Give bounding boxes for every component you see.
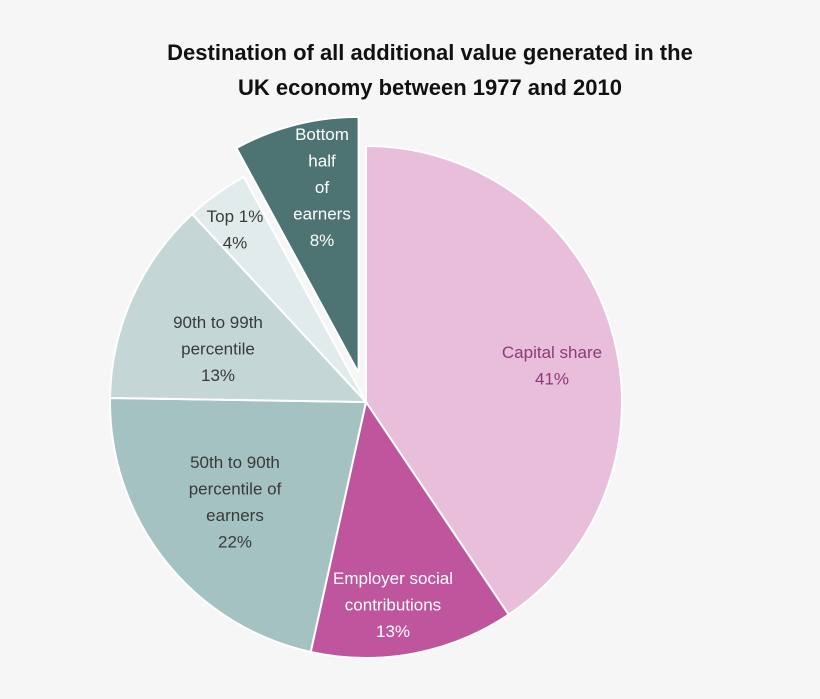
label-line: 8% (310, 231, 335, 250)
label-line: 41% (535, 370, 569, 389)
label-line: earners (206, 506, 264, 525)
label-top-1-percent: Top 1% 4% (207, 207, 264, 253)
label-line: Top 1% (207, 207, 264, 226)
label-line: 4% (223, 234, 248, 253)
label-line: 22% (218, 533, 252, 552)
slice-50th-to-90th-percentile (109, 397, 368, 654)
slice-employer-social-contributions (309, 399, 511, 659)
label-line: 90th to 99th (173, 313, 263, 332)
label-line: percentile of (189, 480, 282, 499)
label-line: Bottom (295, 125, 349, 144)
chart-title-line-2: UK economy between 1977 and 2010 (238, 75, 622, 100)
label-line: 13% (376, 622, 410, 641)
label-capital-share: Capital share 41% (502, 343, 602, 389)
label-line: 13% (201, 366, 235, 385)
label-employer-social-contributions: Employer social contributions 13% (333, 569, 453, 641)
label-line: Employer social (333, 569, 453, 588)
slice-capital-share (365, 144, 623, 616)
label-line: Capital share (502, 343, 602, 362)
slice-90th-to-99th-percentile (109, 212, 369, 404)
label-line: earners (293, 205, 351, 224)
label-50th-to-90th-percentile: 50th to 90th percentile of earners 22% (189, 453, 282, 552)
slice-bottom-half-of-earners (235, 115, 360, 374)
chart-title-line-1: Destination of all additional value gene… (167, 40, 693, 65)
slice-top-1-percent (190, 175, 367, 403)
label-bottom-half-of-earners: Bottom half of earners 8% (293, 125, 351, 250)
label-line: half (308, 152, 336, 171)
label-line: percentile (181, 340, 255, 359)
label-line: of (315, 178, 329, 197)
label-90th-to-99th-percentile: 90th to 99th percentile 13% (173, 313, 263, 385)
label-line: contributions (345, 596, 441, 615)
label-line: 50th to 90th (190, 453, 280, 472)
